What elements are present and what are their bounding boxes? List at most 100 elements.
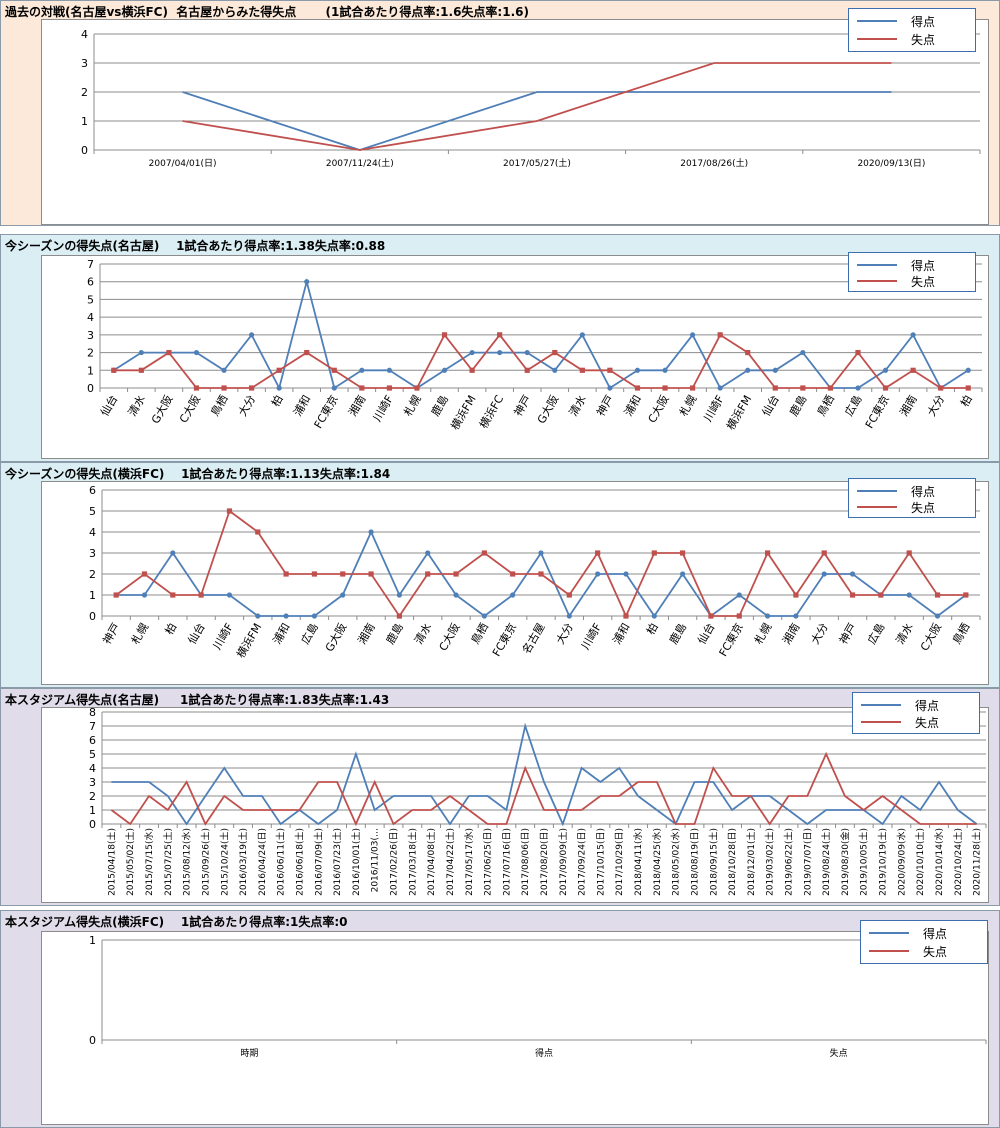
- x-tick-label: 柏: [957, 393, 975, 410]
- data-point-concede: [906, 550, 912, 556]
- x-tick-label: 2017/06/25(日): [483, 828, 494, 896]
- data-point-score: [566, 613, 572, 619]
- data-point-concede: [510, 571, 516, 577]
- y-tick-label: 0: [89, 610, 96, 623]
- x-tick-label: 川崎F: [700, 393, 726, 425]
- section-nagoya-season: 今シーズンの得失点(名古屋) 1試合あたり得点率:1.38失点率:0.88 0 1…: [0, 234, 1000, 462]
- x-tick-label: 神戸: [836, 621, 859, 647]
- x-tick-label: 神戸: [100, 621, 123, 647]
- data-point-concede: [170, 592, 176, 598]
- y-tick-label: 1: [89, 934, 96, 947]
- x-tick-label: 2016/07/09(土): [312, 828, 324, 896]
- y-tick-label: 0: [89, 1034, 96, 1047]
- data-point-score: [662, 367, 668, 373]
- data-point-concede: [689, 385, 696, 391]
- data-point-concede: [221, 385, 227, 391]
- x-tick-label: 鳥栖: [208, 393, 231, 419]
- x-tick-label: 湘南: [345, 393, 368, 419]
- legend-swatch: [857, 264, 897, 266]
- x-tick-label: 2017/10/15(日): [595, 828, 606, 896]
- data-point-concede: [963, 592, 969, 598]
- chart-legend: 得点 失点: [848, 252, 976, 292]
- y-tick-label: 4: [89, 526, 96, 539]
- data-point-score: [736, 592, 742, 598]
- y-tick-label: 2: [81, 86, 88, 99]
- data-point-score: [340, 592, 346, 598]
- x-tick-label: 湘南: [897, 393, 920, 419]
- data-point-concede: [651, 550, 657, 556]
- y-tick-label: 6: [87, 276, 94, 289]
- legend-item-concede: 失点: [857, 31, 935, 47]
- x-tick-label: 清水: [412, 621, 434, 647]
- data-point-concede: [497, 332, 503, 338]
- x-tick-label: 大分: [553, 621, 576, 647]
- data-point-concede: [965, 385, 971, 391]
- y-tick-label: 1: [89, 589, 96, 602]
- x-tick-label: 2019/07/07(日): [802, 828, 813, 896]
- data-point-concede: [113, 592, 119, 598]
- legend-label-concede: 失点: [915, 715, 940, 730]
- data-point-concede: [166, 349, 172, 356]
- data-point-score: [221, 367, 227, 373]
- x-tick-label: 札幌: [400, 393, 423, 419]
- x-tick-label: 浦和: [610, 621, 632, 647]
- x-tick-label: 2016/06/11(土): [275, 828, 287, 896]
- x-tick-label: 2019/06/22(土): [783, 828, 795, 896]
- x-tick-label: 2018/08/19(日): [689, 828, 700, 896]
- data-point-score: [793, 613, 799, 619]
- x-tick-label: 2017/03/18(土): [406, 828, 418, 896]
- x-tick-label: 2015/08/12(水): [181, 828, 193, 896]
- x-tick-label: 2020/10/10(土): [914, 828, 926, 896]
- y-tick-label: 2: [87, 347, 94, 360]
- y-tick-label: 3: [89, 547, 96, 560]
- data-point-concede: [469, 367, 475, 373]
- legend-swatch: [857, 20, 897, 22]
- data-point-concede: [481, 550, 487, 556]
- chart-legend: 得点 失点: [848, 8, 976, 52]
- y-tick-label: 2: [89, 568, 96, 581]
- data-point-concede: [736, 613, 742, 619]
- data-point-score: [821, 571, 827, 577]
- x-tick-label: FC東京: [716, 621, 746, 659]
- data-point-concede: [821, 550, 827, 556]
- legend-swatch: [869, 950, 909, 952]
- data-point-score: [680, 571, 686, 577]
- data-point-concede: [396, 613, 402, 619]
- legend-swatch: [861, 704, 901, 706]
- legend-swatch: [857, 490, 897, 492]
- x-tick-label: 横浜FC: [476, 392, 506, 430]
- chart-title: 過去の対戦(名古屋vs横浜FC) 名古屋からみた得失点 (1試合あたり得点率:1…: [5, 5, 529, 19]
- y-tick-label: 7: [87, 258, 94, 271]
- y-tick-label: 5: [87, 293, 94, 306]
- x-tick-label: 鳥栖: [949, 621, 972, 647]
- data-point-concede: [340, 571, 346, 577]
- x-tick-label: 2016/07/23(土): [331, 828, 343, 896]
- data-point-score: [717, 385, 723, 391]
- x-tick-label: 2017/05/27(土): [503, 157, 571, 169]
- data-point-score: [193, 349, 200, 356]
- x-tick-label: 2015/04/18(土): [105, 828, 117, 896]
- y-tick-label: 3: [87, 329, 94, 342]
- x-tick-label: 2017/05/17(水): [463, 828, 475, 896]
- x-tick-label: C大阪: [436, 621, 463, 654]
- data-point-score: [386, 367, 393, 373]
- x-tick-label: C大阪: [645, 393, 672, 426]
- legend-label-concede: 失点: [923, 944, 948, 959]
- data-point-concede: [717, 332, 723, 338]
- x-tick-label: 鹿島: [786, 393, 809, 419]
- data-point-concede: [193, 385, 200, 391]
- y-tick-label: 5: [89, 505, 96, 518]
- data-point-score: [170, 550, 176, 556]
- data-point-concede: [827, 385, 834, 391]
- y-tick-label: 1: [81, 115, 88, 128]
- x-tick-label: 横浜FM: [233, 621, 264, 661]
- line-chart-head-to-head: 0 1 2 3 4 2007/04/01(日) 2007/11/24(土) 2017/05/2…: [81, 28, 981, 169]
- x-tick-label: 2015/09/26(土): [199, 828, 211, 896]
- x-tick-label: 柏: [268, 393, 286, 410]
- x-tick-label: FC東京: [311, 393, 341, 431]
- x-tick-label: C大阪: [176, 393, 203, 426]
- data-point-concede: [198, 592, 204, 598]
- data-point-concede: [938, 385, 944, 391]
